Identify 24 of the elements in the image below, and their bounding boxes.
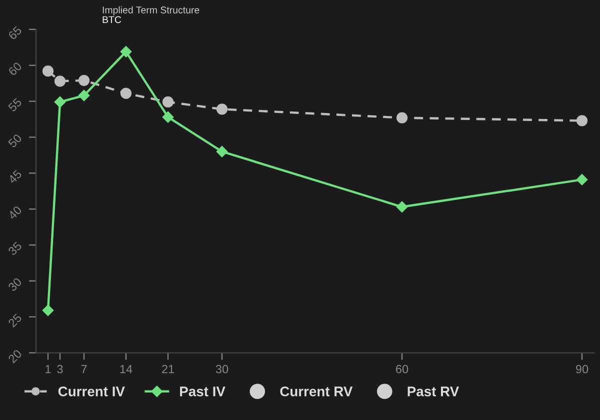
x-tick-label: 30	[216, 364, 228, 374]
x-tick-label: 3	[57, 364, 63, 374]
x-tick-label: 60	[396, 364, 408, 374]
x-tick-label: 1	[46, 365, 51, 374]
y-tick-label: 35	[8, 241, 22, 256]
y-tick-label: 20	[8, 349, 22, 364]
y-tick-label: 25	[8, 313, 22, 328]
y-tick-label: 40	[8, 205, 22, 220]
y-tick-label: 65	[8, 26, 22, 40]
y-tick-label: 30	[8, 277, 22, 292]
x-tick-label: 21	[162, 364, 174, 374]
x-tick-label: 7	[81, 365, 87, 374]
y-tick-label: 55	[8, 98, 22, 112]
y-tick-label: 60	[8, 62, 22, 76]
x-tick-label: 90	[576, 364, 588, 374]
y-tick-label: 45	[8, 170, 22, 184]
legend-label: Current RV	[280, 386, 353, 396]
chart-title: Implied Term Structure	[102, 6, 200, 16]
legend-label: Past RV	[408, 386, 460, 396]
legend-label: Current IV	[58, 386, 125, 396]
y-tick-label: 50	[8, 133, 22, 148]
chart-subtitle: BTC	[102, 16, 122, 24]
x-tick-label: 14	[120, 365, 132, 374]
legend-label: Past IV	[180, 386, 226, 396]
